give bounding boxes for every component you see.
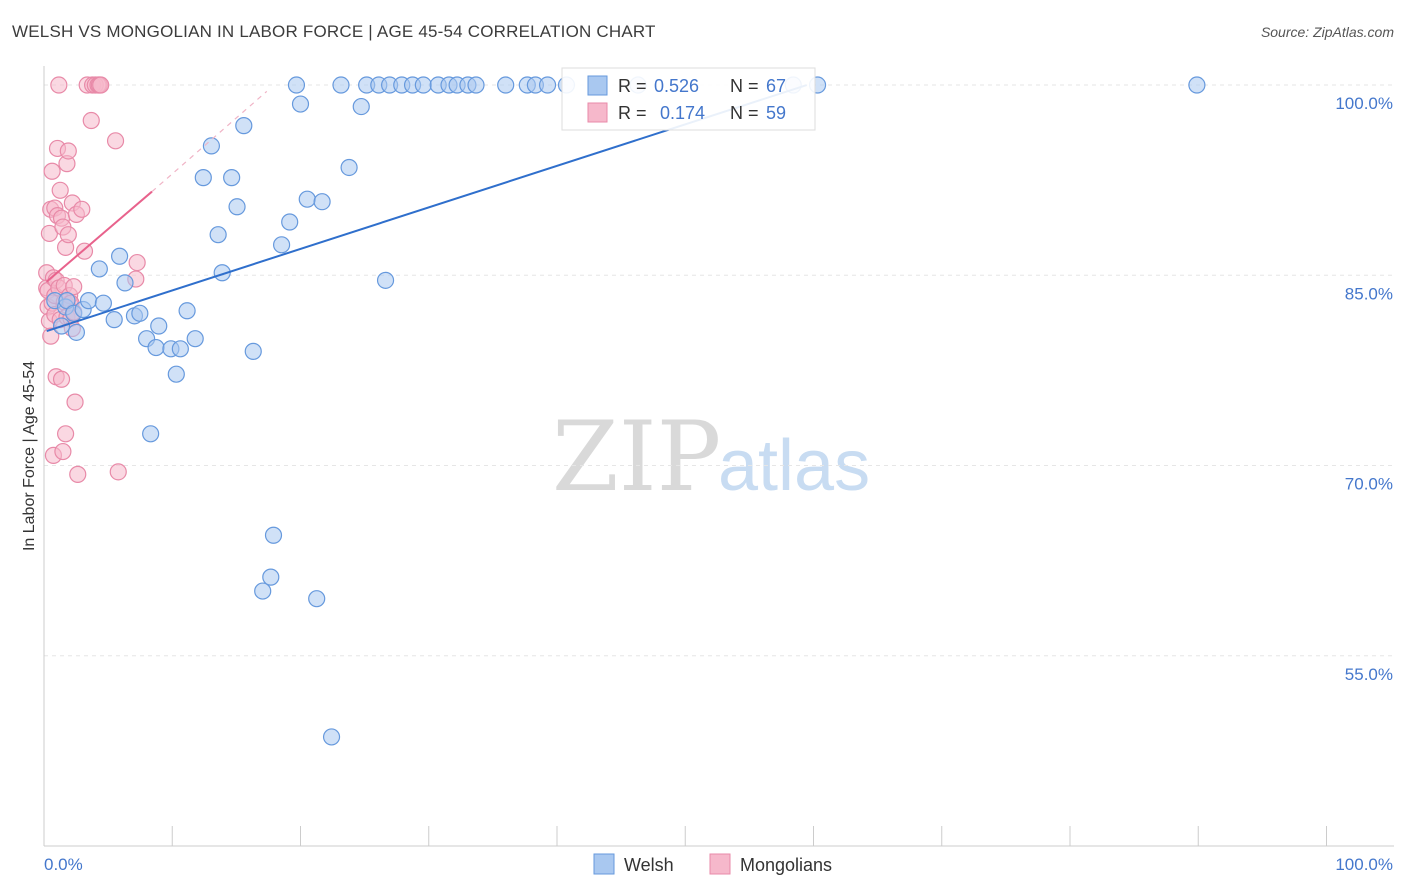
mongolian-point (54, 442, 72, 461)
mongolian-point (51, 181, 69, 199)
welsh-point (497, 76, 515, 94)
y-tick-label: 100.0% (1335, 94, 1393, 113)
mongolian-point (69, 465, 87, 483)
welsh-point (105, 311, 123, 329)
welsh-point (313, 193, 331, 211)
welsh-point (291, 95, 310, 113)
x-tick-label-max: 100.0% (1335, 855, 1393, 874)
welsh-point (90, 260, 108, 278)
welsh-point (322, 728, 341, 746)
mongolian-point (73, 200, 91, 218)
legend-n-value-mongolians: 59 (766, 103, 786, 123)
stats-legend: R = 0.526 N = 67 R = 0.174 N = 59 (561, 67, 816, 131)
welsh-point (67, 323, 86, 341)
bottom-legend-swatch-welsh (593, 853, 615, 875)
mongolian-trend-line (46, 190, 153, 283)
welsh-point (254, 582, 272, 600)
welsh-point (262, 568, 280, 586)
welsh-point (264, 526, 283, 544)
welsh-point (94, 294, 113, 312)
x-tick-label-min: 0.0% (44, 855, 83, 874)
welsh-point (298, 190, 316, 208)
y-tick-labels: 100.0% 85.0% 70.0% 55.0% (1335, 94, 1393, 684)
legend-r-value-mongolians: 0.174 (660, 103, 705, 123)
mongolian-point (82, 111, 100, 130)
y-tick-label: 70.0% (1345, 475, 1393, 494)
welsh-point (202, 137, 220, 155)
welsh-point (332, 76, 350, 94)
legend-r-label-mongolians: R = (618, 103, 647, 123)
welsh-point (131, 304, 149, 322)
welsh-point (228, 198, 246, 216)
welsh-point (287, 76, 306, 94)
welsh-point (414, 76, 432, 94)
legend-swatch-welsh (587, 75, 608, 96)
legend-swatch-mongolians (587, 102, 608, 123)
data-points (38, 76, 1206, 746)
watermark-zip: ZIP (552, 401, 721, 513)
bottom-legend-label-mongolians: Mongolians (740, 855, 832, 875)
welsh-point (194, 169, 212, 187)
welsh-point (244, 342, 262, 360)
mongolian-point (65, 278, 83, 296)
legend-n-label-welsh: N = (730, 76, 759, 96)
axes (43, 66, 1394, 847)
chart-title: WELSH VS MONGOLIAN IN LABOR FORCE | AGE … (12, 22, 656, 41)
welsh-point (110, 247, 129, 265)
legend-r-value-welsh: 0.526 (654, 76, 699, 96)
bottom-legend-swatch-mongolians (709, 853, 731, 875)
welsh-point (308, 590, 326, 608)
welsh-point (273, 236, 291, 254)
grid-lines (44, 84, 1394, 657)
mongolian-point (59, 226, 77, 244)
source-credit: Source: ZipAtlas.com (1260, 24, 1394, 40)
legend-n-label-mongolians: N = (730, 103, 759, 123)
welsh-point (167, 365, 185, 383)
welsh-point (142, 425, 160, 443)
bottom-legend-label-welsh: Welsh (624, 855, 674, 875)
welsh-point (186, 330, 204, 348)
welsh-point (340, 158, 358, 177)
welsh-point (150, 317, 168, 335)
series-legend: Welsh Mongolians (593, 853, 832, 875)
mongolian-point (92, 76, 110, 94)
mongolian-point (59, 142, 77, 160)
welsh-point (147, 338, 165, 357)
x-tick-labels: 0.0% 100.0% (44, 855, 1393, 874)
legend-n-value-welsh: 67 (766, 76, 786, 96)
welsh-point (213, 264, 231, 282)
y-tick-label: 55.0% (1345, 665, 1393, 684)
welsh-point (467, 76, 485, 94)
welsh-point (235, 117, 253, 135)
mongolian-point (42, 327, 60, 345)
y-axis-label: In Labor Force | Age 45-54 (21, 361, 38, 551)
welsh-point (79, 292, 98, 310)
mongolian-point (66, 393, 84, 411)
welsh-point (178, 302, 196, 320)
welsh-point (376, 271, 395, 289)
mongolian-point (43, 162, 61, 180)
mongolian-point (106, 132, 125, 150)
mongolian-point (50, 76, 68, 94)
mongolian-point (128, 253, 146, 272)
mongolian-point (109, 463, 127, 481)
y-tick-label: 85.0% (1345, 284, 1393, 303)
welsh-point (171, 340, 189, 358)
welsh-point (116, 274, 134, 292)
welsh-point (1188, 76, 1206, 94)
welsh-point (538, 76, 557, 94)
welsh-point (352, 97, 370, 116)
mongolian-point (52, 370, 71, 388)
welsh-point (223, 169, 241, 187)
welsh-point (281, 213, 299, 231)
mongolian-point (56, 425, 75, 443)
welsh-point (209, 226, 227, 244)
legend-r-label-welsh: R = (618, 76, 647, 96)
